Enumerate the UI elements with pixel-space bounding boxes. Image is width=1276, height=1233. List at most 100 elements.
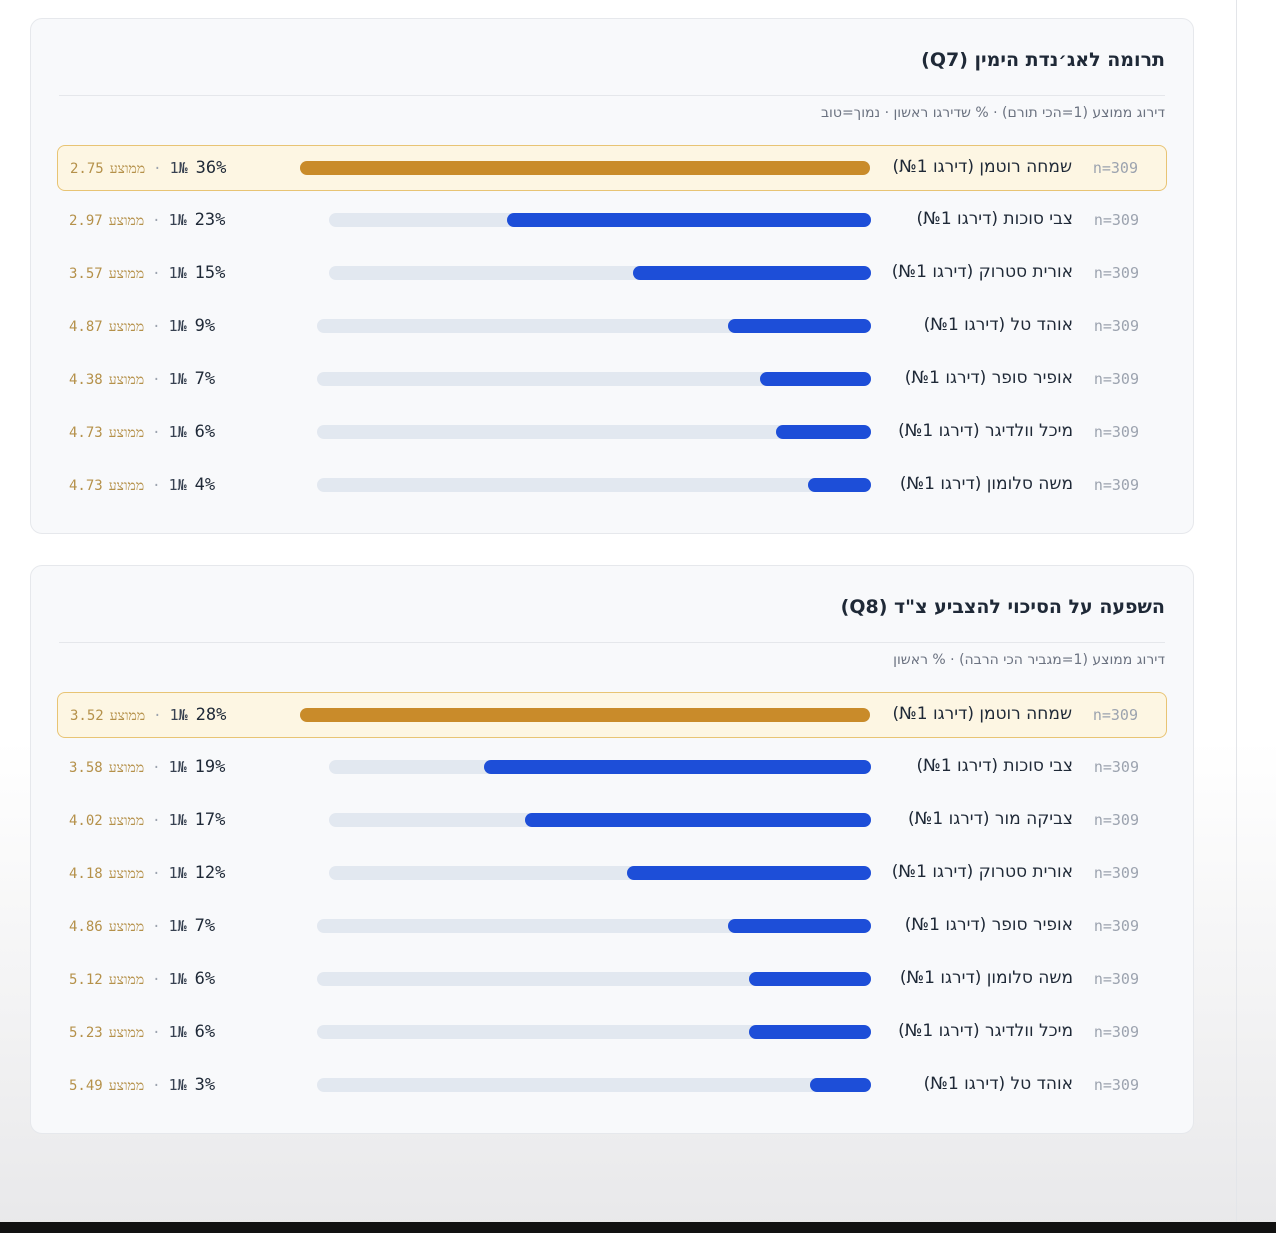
average-label: ממוצע [109,161,146,177]
average-label: ממוצע [108,266,145,282]
average-label: ממוצע [108,760,145,776]
chart-card-q8: השפעה על הסיכוי להצביע צ"ד (Q8) דירוג ממ… [30,565,1194,1134]
average-value: 4.87 [69,319,103,335]
average-value: 3.52 [70,708,104,724]
row-stats: 4.73 ממוצע · 1№ 6% [69,422,215,442]
bar-track [317,319,871,333]
candidate-label: צביקה מור (דירגו 1№) [908,809,1073,829]
separator-dot: · [152,213,161,229]
candidate-label: אופיר סופר (דירגו 1№) [904,368,1073,388]
chart-card-q7: תרומה לאג׳נדת הימין (Q7) דירוג ממוצע (1=… [30,18,1194,534]
separator-dot: · [153,708,162,724]
rank-label: 1№ [168,264,187,282]
bar-fill [728,919,871,933]
separator-dot: · [152,866,161,882]
sample-size-label: n=309 [1093,370,1139,388]
average-label: ממוצע [108,972,145,988]
rank-label: 1№ [168,370,187,388]
bar-row: n=309 אוהד טל (דירגו 1№) 5.49 ממוצע · 1№ 3% [57,1063,1167,1109]
percent-label: 7% [194,369,216,389]
bar-track [329,266,871,280]
average-label: ממוצע [108,372,145,388]
bar-row: n=309 צבי סוכות (דירגו 1№) 3.58 ממוצע · 1№ 19% [57,745,1167,791]
separator-dot: · [152,813,161,829]
bar-fill [749,972,871,986]
candidate-label: אוהד טל (דירגו 1№) [923,1074,1073,1094]
percent-label: 6% [194,969,216,989]
chart-title: תרומה לאג׳נדת הימין (Q7) [921,49,1165,71]
bar-row: n=309 אוהד טל (דירגו 1№) 4.87 ממוצע · 1№ 9% [57,304,1167,350]
sample-size-label: n=309 [1093,758,1139,776]
row-stats: 4.38 ממוצע · 1№ 7% [69,369,215,389]
rank-label: 1№ [168,917,187,935]
row-stats: 2.97 ממוצע · 1№ 23% [69,210,225,230]
bar-track [300,708,870,722]
bar-track [317,1078,871,1092]
separator-dot: · [152,760,161,776]
rank-label: 1№ [168,211,187,229]
bar-track [317,425,871,439]
candidate-label: שמחה רוטמן (דירגו 1№) [892,704,1072,724]
bar-fill [633,266,871,280]
bar-rows: n=309 שמחה רוטמן (דירגו 1№) 2.75 ממוצע · 1№ 36… [31,19,1193,533]
sample-size-label: n=309 [1093,917,1139,935]
separator-dot: · [152,1078,161,1094]
separator-dot: · [152,372,161,388]
percent-label: 3% [194,1075,216,1095]
candidate-label: מיכל וולדיגר (דירגו 1№) [898,421,1073,441]
average-value: 4.73 [69,478,103,494]
row-stats: 5.12 ממוצע · 1№ 6% [69,969,215,989]
percent-label: 19% [194,757,226,777]
average-value: 2.75 [70,161,104,177]
average-label: ממוצע [108,813,145,829]
separator-dot: · [152,425,161,441]
bar-row: n=309 מיכל וולדיגר (דירגו 1№) 5.23 ממוצע · 1№… [57,1010,1167,1056]
rank-label: 1№ [168,811,187,829]
average-value: 5.49 [69,1078,103,1094]
row-stats: 5.49 ממוצע · 1№ 3% [69,1075,215,1095]
average-value: 4.86 [69,919,103,935]
row-stats: 4.87 ממוצע · 1№ 9% [69,316,215,336]
sample-size-label: n=309 [1093,423,1139,441]
percent-label: 7% [194,916,216,936]
percent-label: 6% [194,422,216,442]
average-value: 3.57 [69,266,103,282]
percent-label: 36% [195,158,227,178]
candidate-label: אופיר סופר (דירגו 1№) [904,915,1073,935]
sample-size-label: n=309 [1093,864,1139,882]
bar-fill [808,478,871,492]
bar-fill [760,372,871,386]
percent-label: 12% [194,863,226,883]
sample-size-label: n=309 [1093,1023,1139,1041]
percent-label: 17% [194,810,226,830]
row-stats: 5.23 ממוצע · 1№ 6% [69,1022,215,1042]
separator-dot: · [152,919,161,935]
bar-track [317,972,871,986]
average-value: 4.73 [69,425,103,441]
page-divider [1236,0,1237,1222]
sample-size-label: n=309 [1093,317,1139,335]
bar-fill [749,1025,871,1039]
candidate-label: מיכל וולדיגר (דירגו 1№) [898,1021,1073,1041]
bar-track [329,813,871,827]
bar-row: n=309 אורית סטרוק (דירגו 1№) 4.18 ממוצע · 1№ 1… [57,851,1167,897]
bar-row: n=309 אופיר סופר (דירגו 1№) 4.86 ממוצע · 1№ 7% [57,904,1167,950]
bar-fill [525,813,871,827]
bar-track [329,866,871,880]
average-label: ממוצע [108,866,145,882]
rank-label: 1№ [168,476,187,494]
bar-row: n=309 אורית סטרוק (דירגו 1№) 3.57 ממוצע · 1№ 1… [57,251,1167,297]
bar-fill [810,1078,871,1092]
bar-fill [300,161,870,175]
candidate-label: צבי סוכות (דירגו 1№) [916,209,1074,229]
average-value: 4.18 [69,866,103,882]
bar-track [317,372,871,386]
bar-track [329,760,871,774]
rank-label: 1№ [168,864,187,882]
bar-row: n=309 אופיר סופר (דירגו 1№) 4.38 ממוצע · 1№ 7% [57,357,1167,403]
separator-dot: · [153,161,162,177]
chart-subtitle: דירוג ממוצע (1=הכי תורם) · % שדירגו ראשו… [820,105,1165,121]
percent-label: 28% [195,705,227,725]
rank-label: 1№ [168,317,187,335]
bar-row: n=309 צבי סוכות (דירגו 1№) 2.97 ממוצע · 1№ 23% [57,198,1167,244]
